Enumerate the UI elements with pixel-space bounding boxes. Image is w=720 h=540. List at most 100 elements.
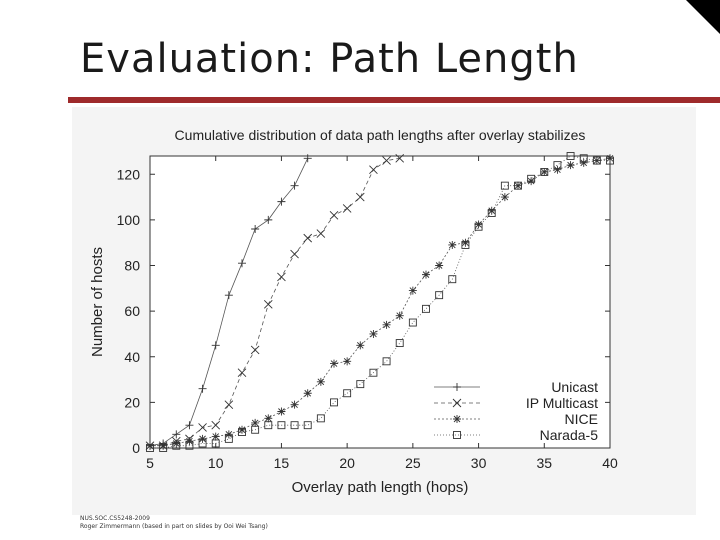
x-tick-label: 30	[471, 455, 487, 471]
y-tick-label: 0	[132, 440, 140, 456]
x-tick-label: 5	[146, 455, 154, 471]
data-point	[343, 357, 352, 366]
footer-credit: Roger Zimmermann (based in part on slide…	[80, 523, 268, 530]
data-point	[566, 152, 575, 160]
data-point	[238, 428, 246, 436]
data-point	[395, 311, 404, 320]
y-tick-label: 120	[117, 166, 141, 182]
data-point	[579, 154, 588, 163]
legend-label: Unicast	[551, 379, 598, 395]
series-narada-5	[146, 152, 614, 452]
data-point	[527, 177, 536, 186]
series-ip-multicast	[145, 153, 405, 451]
data-point	[263, 299, 273, 309]
data-point	[330, 398, 338, 407]
data-point	[408, 286, 417, 295]
data-point	[382, 156, 391, 165]
legend-entry: IP Multicast	[434, 395, 598, 411]
data-point	[290, 181, 299, 190]
data-point	[185, 441, 194, 450]
x-tick-label: 35	[536, 455, 552, 471]
data-point	[540, 167, 549, 176]
data-point	[448, 240, 457, 249]
data-point	[211, 439, 220, 448]
data-point	[159, 441, 168, 450]
data-point	[277, 272, 286, 282]
data-point	[303, 154, 312, 163]
data-point	[146, 444, 154, 452]
data-point	[277, 421, 286, 430]
data-point	[500, 193, 509, 202]
data-point	[369, 165, 378, 175]
data-point	[330, 359, 338, 368]
title-underline	[68, 97, 720, 103]
data-point	[606, 154, 614, 163]
data-point	[461, 238, 470, 247]
data-point	[303, 421, 312, 430]
data-point	[514, 181, 522, 190]
data-point	[224, 291, 233, 300]
legend-label: Narada-5	[540, 427, 599, 443]
y-tick-label: 60	[124, 303, 140, 319]
data-point	[474, 220, 483, 229]
data-point	[290, 400, 299, 409]
data-point	[172, 439, 181, 448]
data-point	[238, 425, 246, 434]
legend-label: IP Multicast	[526, 395, 598, 411]
data-point	[435, 261, 444, 270]
y-tick-label: 40	[124, 349, 140, 365]
data-point	[211, 420, 221, 430]
data-point	[395, 153, 405, 163]
data-point	[487, 209, 496, 217]
data-point	[211, 432, 220, 441]
data-point	[435, 291, 444, 300]
data-point	[382, 320, 391, 329]
data-point	[264, 414, 273, 423]
legend-label: NICE	[565, 411, 598, 427]
data-point	[198, 434, 207, 443]
legend-marker	[452, 398, 462, 408]
data-point	[172, 430, 181, 439]
data-point	[211, 341, 220, 350]
legend-marker	[453, 431, 461, 439]
legend-entry: NICE	[434, 411, 598, 427]
chart-panel: 5 10 15 20 25 30 35 40 0 20 40 60 80 100 120 Cumulative…	[72, 107, 696, 515]
data-point	[316, 377, 325, 386]
x-tick-label: 10	[208, 455, 224, 471]
data-point	[422, 304, 430, 313]
data-point	[316, 414, 325, 423]
x-tick-label: 25	[405, 455, 421, 471]
data-point	[500, 181, 509, 190]
data-point	[224, 434, 233, 443]
data-point	[343, 389, 352, 398]
data-point	[198, 423, 207, 432]
data-point	[250, 345, 260, 355]
data-point	[172, 441, 181, 450]
x-tick-label: 40	[602, 455, 618, 471]
legend-marker	[453, 415, 461, 423]
legend-marker	[453, 383, 461, 391]
legend-entry: Unicast	[434, 379, 598, 395]
data-point	[592, 156, 601, 165]
data-point	[185, 421, 194, 430]
data-point	[448, 275, 457, 284]
data-point	[408, 318, 417, 327]
chart-title: Cumulative distribution of data path len…	[175, 127, 586, 143]
data-point	[355, 192, 365, 202]
data-point	[342, 204, 352, 213]
x-axis-label: Overlay path length (hops)	[292, 479, 469, 496]
data-point	[303, 233, 313, 243]
x-tick-label: 15	[274, 455, 290, 471]
data-point	[251, 225, 260, 233]
slide-title: Evaluation: Path Length	[80, 36, 579, 82]
slide-footer: NUS.SOC.CS5248-2009 Roger Zimmermann (ba…	[80, 515, 268, 531]
data-point	[606, 156, 614, 165]
y-tick-label: 20	[124, 394, 140, 410]
data-point	[277, 407, 286, 416]
series-nice	[146, 154, 614, 450]
data-point	[579, 158, 588, 167]
data-point	[277, 197, 286, 206]
y-tick-label: 100	[117, 212, 141, 228]
plot-area	[149, 155, 611, 449]
y-axis-label: Number of hosts	[89, 247, 106, 357]
